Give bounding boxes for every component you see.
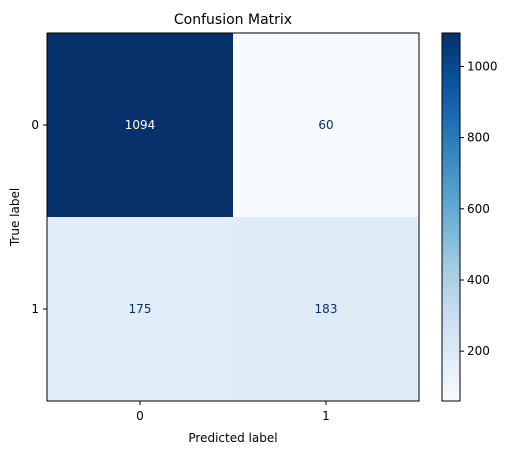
colorbar	[441, 32, 461, 402]
y-tick-label-1: 1	[31, 302, 39, 316]
y-tick-label-0: 0	[31, 118, 39, 132]
heatmap-cell-1-0	[47, 217, 234, 402]
colorbar-tick-label-3: 800	[467, 131, 490, 145]
cell-value-0-0: 1094	[125, 118, 156, 132]
heatmap-cell-1-1	[233, 217, 420, 402]
heatmap-cell-0-0	[47, 33, 234, 218]
chart-title: Confusion Matrix	[174, 12, 292, 28]
colorbar-tick-label-0: 200	[467, 344, 490, 358]
colorbar-tick-label-2: 600	[467, 202, 490, 216]
colorbar-tick-label-4: 1000	[467, 59, 498, 73]
cell-value-1-0: 175	[129, 302, 152, 316]
y-axis-ticks: 01	[31, 118, 47, 316]
x-axis-label: Predicted label	[188, 431, 277, 445]
heatmap-cell-labels: 1094 60 175 183	[125, 118, 338, 316]
heatmap-cells	[47, 33, 420, 402]
x-tick-label-1: 1	[322, 409, 330, 423]
x-tick-label-0: 0	[136, 409, 144, 423]
plot-frame	[46, 32, 420, 402]
y-axis-label: True label	[8, 188, 22, 247]
heatmap-cell-0-1	[233, 33, 420, 218]
colorbar-tick-label-1: 400	[467, 273, 490, 287]
cell-value-1-1: 183	[315, 302, 338, 316]
cell-value-0-1: 60	[318, 118, 333, 132]
colorbar-ticks: 200 400 600 800 1000	[460, 59, 498, 358]
